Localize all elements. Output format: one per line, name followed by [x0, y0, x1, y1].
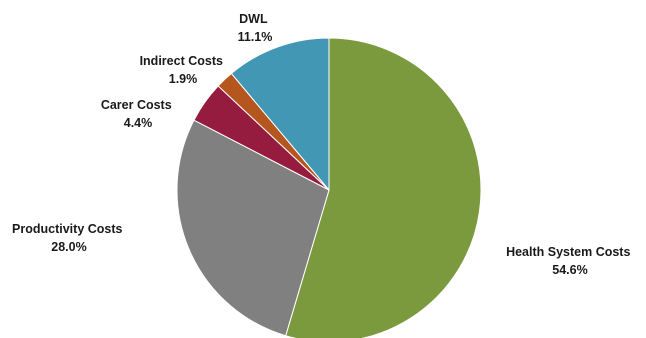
- slice-name-carer-costs: Carer Costs: [101, 98, 172, 112]
- pie-slices: [176, 37, 482, 338]
- slice-value-carer-costs: 4.4%: [124, 116, 153, 130]
- slice-name-indirect-costs: Indirect Costs: [140, 54, 223, 68]
- slice-label-health-system-costs: Health System Costs 54.6%: [506, 245, 634, 277]
- slice-name-health-system-costs: Health System Costs: [506, 245, 630, 259]
- slice-value-dwl: 11.1%: [238, 30, 273, 44]
- slice-name-productivity-costs: Productivity Costs: [12, 222, 122, 236]
- slice-dwl: [230, 37, 330, 192]
- pie-labels: Health System Costs 54.6% Productivity C…: [12, 12, 634, 277]
- slice-label-dwl: DWL 11.1%: [238, 12, 273, 44]
- slice-label-productivity-costs: Productivity Costs 28.0%: [12, 222, 126, 254]
- slice-value-health-system-costs: 54.6%: [552, 263, 587, 277]
- slice-value-productivity-costs: 28.0%: [51, 240, 86, 254]
- slice-label-indirect-costs: Indirect Costs 1.9%: [140, 54, 227, 86]
- slice-health-system-costs: [285, 37, 482, 338]
- slice-name-dwl: DWL: [239, 12, 268, 26]
- slice-label-carer-costs: Carer Costs 4.4%: [101, 98, 175, 130]
- slice-productivity-costs: [176, 119, 330, 337]
- slice-value-indirect-costs: 1.9%: [169, 72, 198, 86]
